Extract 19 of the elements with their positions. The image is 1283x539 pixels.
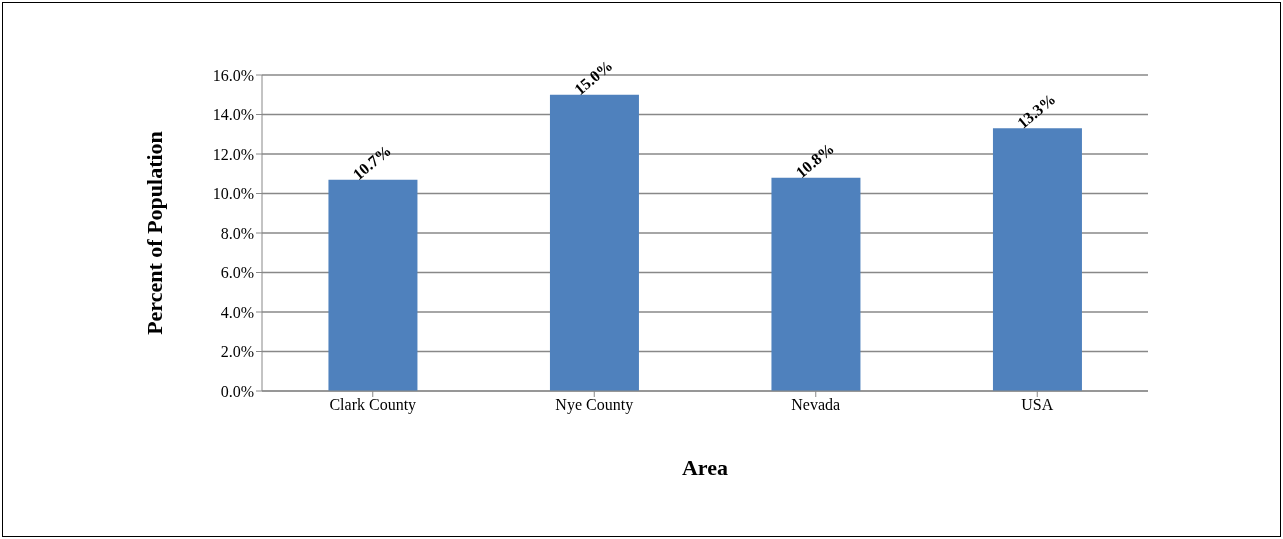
x-tick-label: USA: [1021, 396, 1054, 414]
x-axis-title: Area: [681, 455, 729, 481]
y-tick-label: 14.0%: [212, 106, 254, 124]
y-tick-label: 16.0%: [212, 66, 254, 84]
y-axis-title: Percent of Population: [142, 130, 167, 337]
y-tick-label: 8.0%: [220, 224, 254, 242]
bar: [992, 128, 1082, 391]
y-tick-label: 4.0%: [220, 303, 254, 321]
y-tick-label: 12.0%: [212, 145, 254, 163]
y-tick-label: 2.0%: [220, 343, 254, 361]
x-tick-label: Nevada: [791, 396, 841, 414]
x-tick-label: Clark County: [329, 396, 417, 415]
y-tick-label: 6.0%: [220, 264, 254, 282]
bar: [328, 179, 418, 391]
bar: [549, 94, 639, 391]
y-tick-label: 0.0%: [220, 382, 254, 400]
bar: [771, 177, 861, 391]
y-tick-label: 10.0%: [212, 185, 254, 203]
x-tick-label: Nye County: [555, 396, 634, 415]
